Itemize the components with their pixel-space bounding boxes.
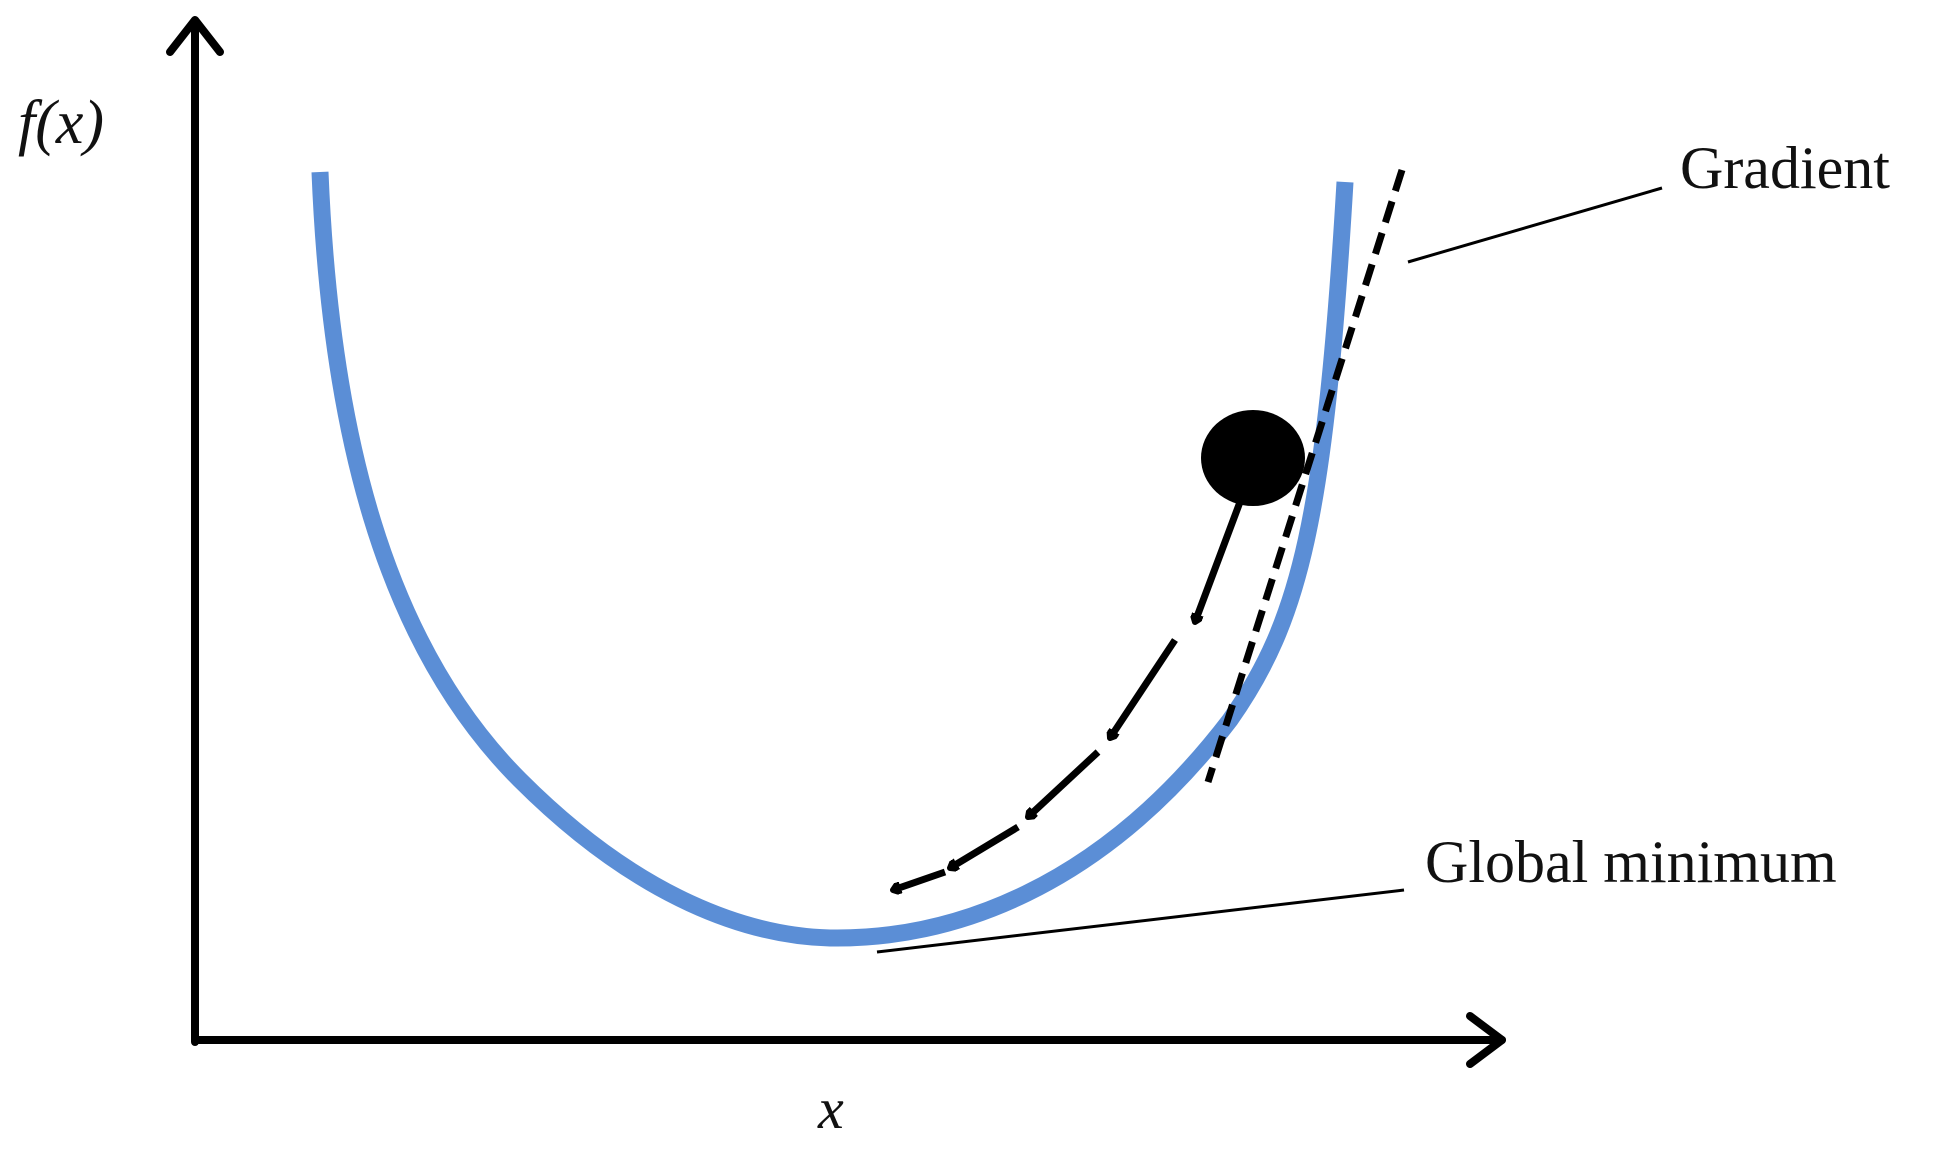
descent-step-arrow [893, 868, 947, 890]
gradient-leader-line [1407, 186, 1663, 264]
ball [1201, 410, 1305, 506]
global-minimum-leader-line [876, 888, 1405, 954]
x-axis-arrowhead [1466, 1012, 1506, 1068]
descent-step-arrow [1110, 638, 1178, 738]
axes [166, 16, 1506, 1068]
gradient-tangent-line [1204, 168, 1406, 784]
loss-curve [311, 171, 1354, 947]
global-minimum-label: Global minimum [1425, 829, 1837, 895]
descent-step-arrow [950, 824, 1020, 868]
gradient-label: Gradient [1680, 135, 1890, 201]
descent-step-arrow [1028, 749, 1101, 817]
descent-step-arrow [1195, 500, 1244, 622]
descent-steps [893, 500, 1244, 890]
y-axis-arrowhead [166, 16, 224, 56]
x-axis-label: x [817, 1076, 844, 1141]
y-axis-label: f(x) [18, 89, 104, 157]
